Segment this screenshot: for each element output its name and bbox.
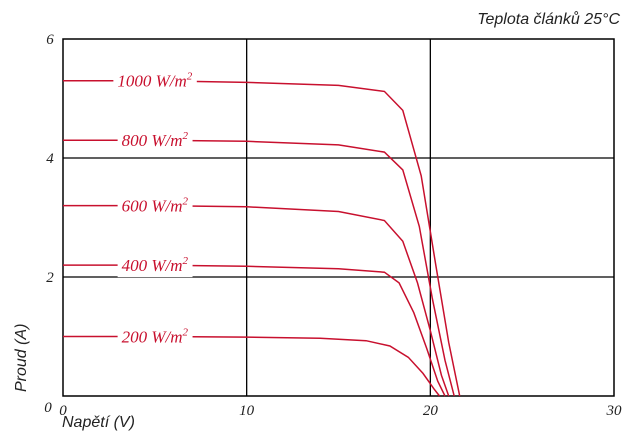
series-4: 200 W/m2 (63, 324, 441, 397)
series-3: 400 W/m2 (63, 253, 446, 397)
series-line (63, 264, 446, 397)
series-label: 1000 W/m2 (117, 71, 192, 91)
x-tick-label: 20 (423, 403, 439, 419)
y-tick-label: 4 (46, 151, 54, 167)
series-label-backdrop (113, 68, 197, 93)
y-tick-label: 6 (46, 32, 54, 48)
series-0: 1000 W/m2 (63, 68, 461, 397)
series-label-text: 800 W/m (122, 131, 183, 150)
series-label-superscript: 2 (183, 255, 189, 267)
series-line (63, 335, 441, 397)
series-line (63, 139, 455, 397)
series-label: 800 W/m2 (122, 130, 189, 150)
y-axis-title: Proud (A) (13, 324, 30, 392)
series-label-text: 1000 W/m (117, 72, 186, 91)
series-label-backdrop (117, 193, 193, 218)
x-tick-label: 30 (606, 403, 623, 419)
series-label-text: 200 W/m (122, 328, 183, 347)
series-label-superscript: 2 (183, 130, 189, 142)
series-label-backdrop (117, 324, 193, 349)
series-label: 200 W/m2 (122, 327, 189, 347)
series-label-backdrop (117, 253, 193, 278)
x-tick-label: 10 (239, 403, 255, 419)
series-line (63, 204, 450, 397)
origin-tick-label: 0 (44, 400, 52, 416)
series-label-superscript: 2 (187, 71, 193, 83)
series-label-backdrop (117, 128, 193, 153)
series-label-superscript: 2 (183, 196, 189, 208)
series-label: 400 W/m2 (122, 255, 189, 275)
series-label-superscript: 2 (183, 327, 189, 339)
plot-frame (62, 38, 615, 397)
series-label-text: 600 W/m (122, 197, 183, 216)
x-tick-label: 0 (59, 403, 67, 419)
y-tick-label: 2 (46, 270, 54, 286)
series-label: 600 W/m2 (122, 196, 189, 216)
tick-labels: 0 10 20 30 2 4 6 0 (44, 32, 622, 419)
series-label-text: 400 W/m (122, 256, 183, 275)
series-2: 600 W/m2 (63, 193, 450, 397)
temperature-annotation: Teplota článků 25°C (477, 10, 620, 28)
series-line (63, 79, 461, 397)
x-axis-title: Napětí (V) (62, 414, 135, 431)
series-1: 800 W/m2 (63, 128, 455, 397)
